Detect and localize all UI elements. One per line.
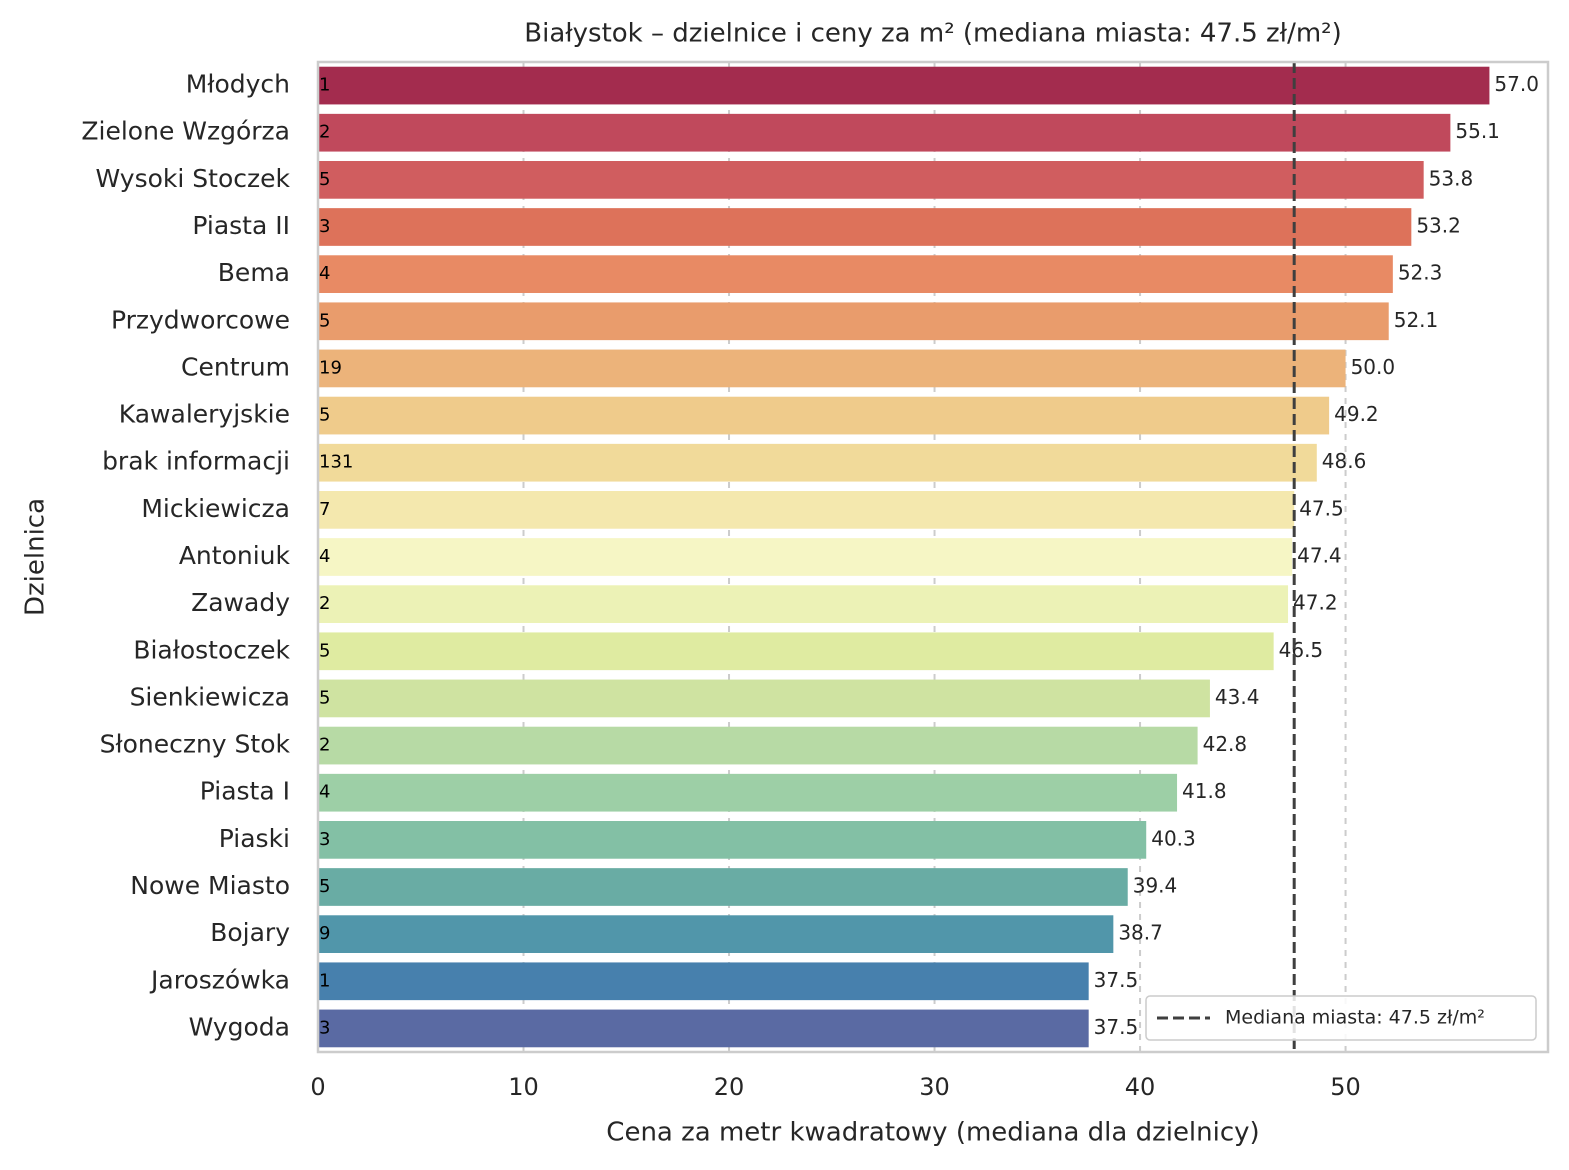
value-label: 42.8 bbox=[1203, 732, 1248, 756]
bar bbox=[318, 66, 1490, 105]
bar bbox=[318, 255, 1393, 293]
count-label: 131 bbox=[319, 452, 353, 473]
value-label: 52.3 bbox=[1398, 261, 1443, 285]
count-label: 3 bbox=[319, 1017, 330, 1038]
count-label: 7 bbox=[319, 499, 330, 520]
x-tick-label: 0 bbox=[310, 1073, 325, 1101]
x-tick-label: 20 bbox=[714, 1073, 745, 1101]
value-label: 47.2 bbox=[1293, 591, 1338, 615]
y-tick-label: Zielone Wzgórza bbox=[81, 117, 290, 146]
y-tick-label: Piasta I bbox=[200, 777, 290, 806]
bar bbox=[318, 868, 1128, 906]
value-label: 47.5 bbox=[1299, 496, 1344, 520]
bar bbox=[318, 915, 1114, 953]
count-label: 4 bbox=[319, 782, 330, 803]
count-label: 2 bbox=[319, 735, 330, 756]
value-label: 37.5 bbox=[1094, 968, 1139, 992]
value-label: 39.4 bbox=[1133, 874, 1178, 898]
y-tick-label: Nowe Miasto bbox=[130, 871, 290, 900]
bar bbox=[318, 632, 1274, 671]
count-label: 5 bbox=[319, 310, 330, 331]
value-label: 46.5 bbox=[1279, 638, 1324, 662]
count-label: 5 bbox=[319, 640, 330, 661]
chart-title: Białystok – dzielnice i ceny za m² (medi… bbox=[524, 19, 1341, 49]
y-tick-label: Zawady bbox=[191, 588, 290, 617]
count-label: 19 bbox=[319, 357, 342, 378]
count-label: 3 bbox=[319, 216, 330, 237]
bar bbox=[318, 679, 1210, 718]
y-tick-label: Białostoczek bbox=[133, 635, 290, 664]
y-tick-label: Piasta II bbox=[192, 211, 290, 240]
y-tick-label: brak informacji bbox=[102, 447, 290, 476]
value-label: 47.4 bbox=[1297, 544, 1342, 568]
count-label: 1 bbox=[319, 970, 330, 991]
y-tick-label: Bema bbox=[218, 258, 290, 287]
y-tick-label: Antoniuk bbox=[179, 541, 291, 570]
value-label: 57.0 bbox=[1494, 72, 1539, 96]
value-label: 48.6 bbox=[1322, 449, 1367, 473]
legend-label: Mediana miasta: 47.5 zł/m² bbox=[1225, 1007, 1485, 1029]
bar bbox=[318, 161, 1424, 199]
bar bbox=[318, 538, 1293, 576]
count-label: 3 bbox=[319, 829, 330, 850]
value-label: 50.0 bbox=[1351, 355, 1396, 379]
count-label: 2 bbox=[319, 593, 330, 614]
x-tick-label: 10 bbox=[508, 1073, 539, 1101]
bar bbox=[318, 491, 1295, 529]
y-tick-label: Słoneczny Stok bbox=[100, 730, 291, 759]
y-tick-label: Przydworcowe bbox=[111, 305, 290, 334]
x-axis-label: Cena za metr kwadratowy (mediana dla dzi… bbox=[606, 1118, 1259, 1148]
count-label: 5 bbox=[319, 169, 330, 190]
y-tick-label: Sienkiewicza bbox=[130, 682, 290, 711]
value-label: 53.2 bbox=[1416, 214, 1461, 238]
bar bbox=[318, 208, 1412, 246]
count-label: 2 bbox=[319, 122, 330, 143]
count-label: 4 bbox=[319, 263, 330, 284]
y-axis-label: Dzielnica bbox=[21, 498, 51, 616]
count-label: 1 bbox=[319, 75, 330, 96]
value-label: 37.5 bbox=[1094, 1015, 1139, 1039]
value-label: 53.8 bbox=[1429, 166, 1474, 190]
value-label: 55.1 bbox=[1455, 119, 1500, 143]
plot-frame bbox=[316, 60, 1550, 1054]
y-tick-label: Piaski bbox=[219, 824, 290, 853]
bar bbox=[318, 396, 1330, 435]
bar bbox=[318, 302, 1389, 341]
bar bbox=[318, 443, 1317, 482]
value-label: 41.8 bbox=[1182, 779, 1227, 803]
count-label: 5 bbox=[319, 876, 330, 897]
y-tick-label: Mickiewicza bbox=[141, 494, 290, 523]
value-label: 40.3 bbox=[1151, 826, 1196, 850]
bar bbox=[318, 726, 1198, 765]
x-tick-label: 50 bbox=[1330, 1073, 1361, 1101]
bar bbox=[318, 1009, 1089, 1048]
count-label: 5 bbox=[319, 405, 330, 426]
x-tick-label: 40 bbox=[1125, 1073, 1156, 1101]
legend-box bbox=[1145, 995, 1537, 1041]
y-tick-label: Centrum bbox=[181, 352, 290, 381]
bar bbox=[318, 349, 1346, 388]
y-tick-label: Kawaleryjskie bbox=[119, 400, 290, 429]
bar bbox=[318, 773, 1178, 812]
y-tick-label: Młodych bbox=[186, 70, 290, 99]
value-label: 52.1 bbox=[1394, 308, 1439, 332]
count-label: 9 bbox=[319, 923, 330, 944]
count-label: 4 bbox=[319, 546, 330, 567]
value-label: 49.2 bbox=[1334, 402, 1379, 426]
bar bbox=[318, 585, 1289, 623]
y-tick-label: Wygoda bbox=[189, 1012, 290, 1041]
bar bbox=[318, 113, 1451, 152]
value-label: 43.4 bbox=[1215, 685, 1260, 709]
y-tick-label: Wysoki Stoczek bbox=[96, 164, 291, 193]
bar bbox=[318, 821, 1147, 859]
value-label: 38.7 bbox=[1118, 921, 1163, 945]
y-tick-label: Jaroszówka bbox=[149, 965, 290, 994]
count-label: 5 bbox=[319, 687, 330, 708]
y-tick-label: Bojary bbox=[210, 918, 290, 947]
bar bbox=[318, 962, 1089, 1001]
x-tick-label: 30 bbox=[919, 1073, 950, 1101]
